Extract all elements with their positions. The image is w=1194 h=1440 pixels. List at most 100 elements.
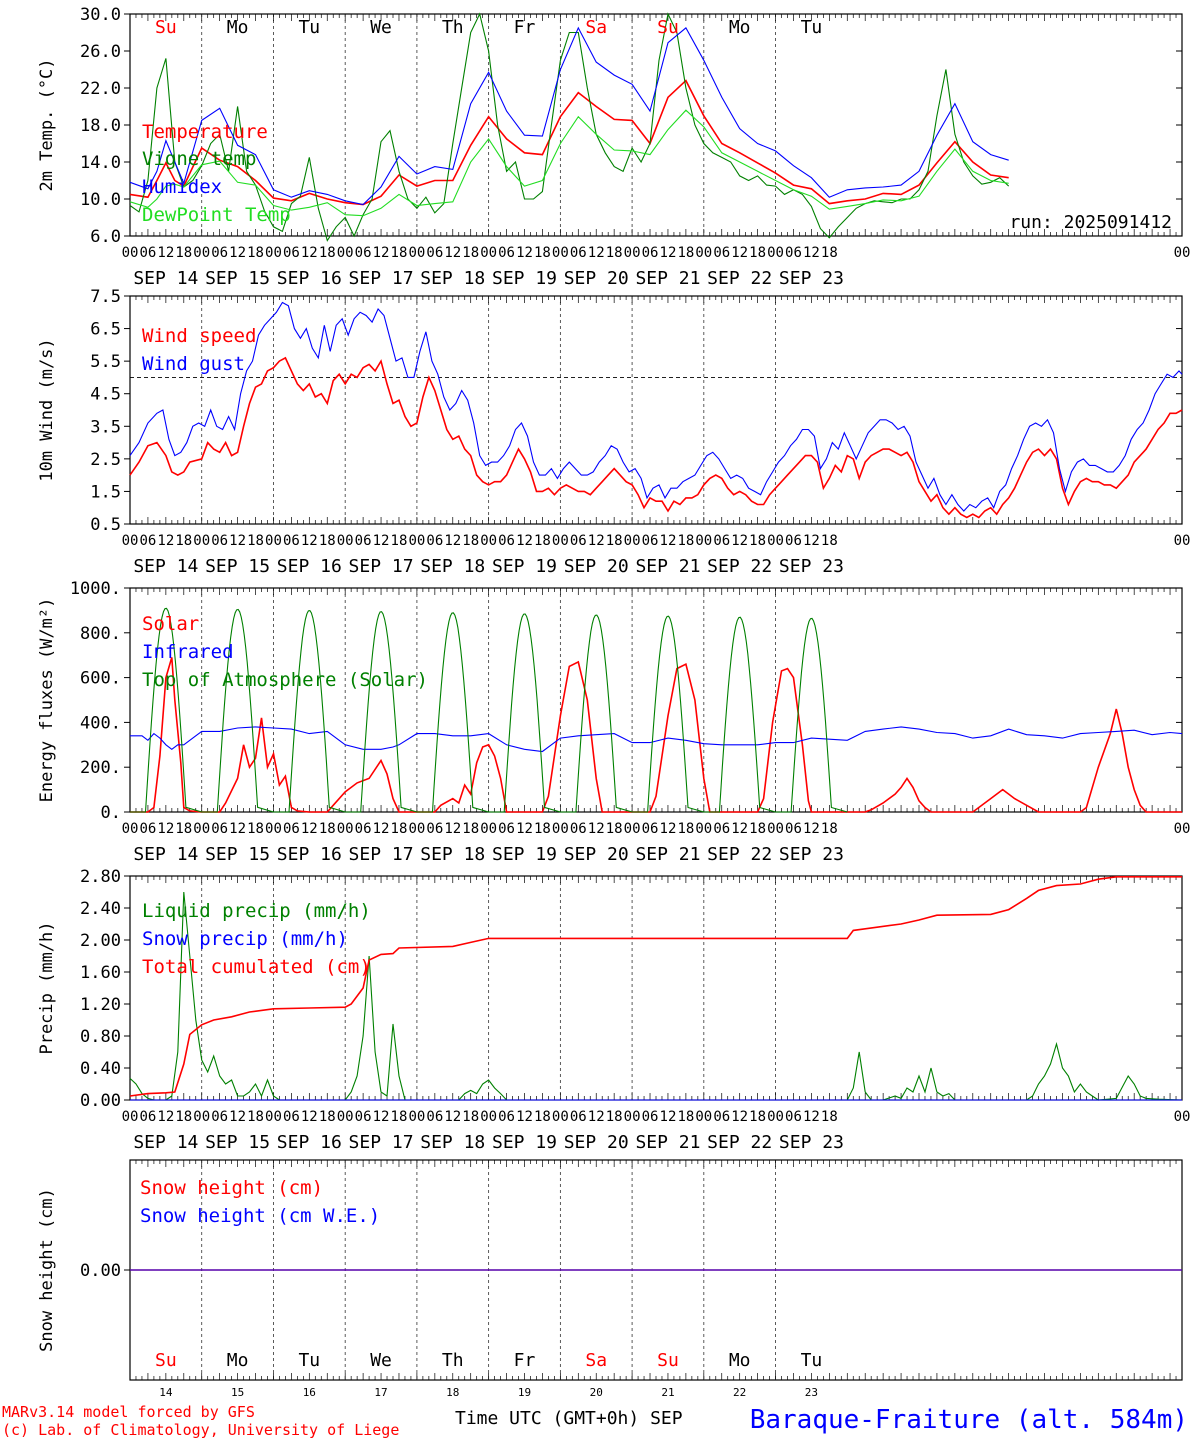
- legend-snow-height-cm-w-e: Snow height (cm W.E.): [140, 1205, 380, 1227]
- y-tick-label: 1.20: [80, 995, 121, 1015]
- hour-tick-label: 12: [731, 1109, 748, 1125]
- date-label: SEP 19: [492, 1132, 557, 1153]
- date-label: SEP 20: [564, 556, 629, 577]
- day-name: Sa: [585, 1350, 607, 1371]
- hour-tick-label: 06: [355, 245, 372, 261]
- hour-tick-label: 12: [660, 821, 677, 837]
- day-number-label: 21: [661, 1386, 674, 1399]
- hour-tick-label: 00: [767, 1109, 784, 1125]
- hour-tick-label: 18: [175, 821, 192, 837]
- day-number-label: 22: [733, 1386, 746, 1399]
- day-number-label: 20: [590, 1386, 603, 1399]
- y-tick-label: 3.5: [90, 417, 121, 437]
- series-top-of-atmosphere-solar: [130, 607, 848, 813]
- hour-tick-label: 06: [642, 821, 659, 837]
- series-humidex: [129, 26, 1009, 206]
- hour-tick-label: 12: [229, 245, 246, 261]
- y-axis-title: Energy fluxes (W/m²): [37, 598, 57, 803]
- series-liquid-precip-mm-h: [129, 891, 1183, 1101]
- hour-tick-label: 18: [175, 533, 192, 549]
- hour-tick-label: 18: [247, 533, 264, 549]
- hour-tick-label: 00: [552, 533, 569, 549]
- hour-tick-label: 12: [157, 821, 174, 837]
- date-label: SEP 21: [635, 268, 700, 289]
- hour-tick-label: 06: [211, 821, 228, 837]
- hour-tick-label: 18: [462, 533, 479, 549]
- hour-tick-label: 12: [373, 245, 390, 261]
- hour-tick-label: 00: [552, 821, 569, 837]
- series-total-cumulated-cm: [129, 876, 1182, 1097]
- y-tick-label: 30.0: [80, 5, 121, 25]
- legend-solar: Solar: [142, 613, 199, 635]
- hour-tick-label: 18: [175, 1109, 192, 1125]
- y-tick-label: 0.00: [80, 1091, 121, 1111]
- date-label: SEP 16: [277, 844, 342, 865]
- date-label: SEP 19: [492, 556, 557, 577]
- hour-tick-label: 18: [749, 533, 766, 549]
- hour-tick-label: 18: [391, 533, 408, 549]
- hour-tick-label: 00: [480, 821, 497, 837]
- series-infrared: [130, 726, 1183, 753]
- hour-tick-label: 06: [140, 1109, 157, 1125]
- panel-5: 0.00 Snow height (cm) Snow height (cm) Snow…: [37, 1159, 1183, 1399]
- hour-tick-label: 06: [713, 533, 730, 549]
- date-label: SEP 15: [205, 1132, 270, 1153]
- date-label: SEP 23: [779, 844, 844, 865]
- date-label: SEP 17: [349, 268, 414, 289]
- date-label: SEP 14: [133, 268, 198, 289]
- legend-liquid-precip-mm-h: Liquid precip (mm/h): [142, 900, 371, 922]
- hour-tick-label: 12: [157, 533, 174, 549]
- hour-tick-label: 00: [337, 821, 354, 837]
- hour-tick-label: 00: [408, 1109, 425, 1125]
- legend-temperature: Temperature: [142, 121, 268, 143]
- series-solar: [130, 657, 1182, 813]
- station-name: Baraque-Fraiture (alt. 584m): [750, 1405, 1188, 1435]
- y-tick-label: 5.5: [90, 352, 121, 372]
- y-tick-label: 18.0: [80, 116, 121, 136]
- hour-tick-label: 12: [588, 533, 605, 549]
- day-name: Th: [442, 17, 464, 38]
- hour-tick-label: 00: [122, 533, 139, 549]
- y-tick-label: 0.5: [90, 515, 121, 535]
- day-name: Fr: [514, 17, 536, 38]
- day-name: Mo: [729, 1350, 751, 1371]
- y-tick-label: 1.5: [90, 482, 121, 502]
- y-tick-label: 1.60: [80, 963, 121, 983]
- footer-time-axis-label: Time UTC (GMT+0h) SEP: [455, 1408, 683, 1429]
- y-tick-label: 0.40: [80, 1059, 121, 1079]
- hour-tick-label: 00: [624, 245, 641, 261]
- hour-tick-label: 06: [642, 245, 659, 261]
- hour-tick-label: 00: [122, 821, 139, 837]
- hour-tick-label: 12: [444, 1109, 461, 1125]
- hour-tick-label: 12: [516, 1109, 533, 1125]
- hour-tick-label: 12: [301, 245, 318, 261]
- series-vigne-temp: [129, 12, 1010, 242]
- hour-tick-label: 06: [785, 821, 802, 837]
- panel-1: 30.0 26.0 22.0 18.0 14.0 10.0 6.0 2m Temp. (°C)…: [37, 5, 1190, 289]
- y-tick-label: 2.40: [80, 899, 121, 919]
- hour-tick-label: 00: [337, 1109, 354, 1125]
- day-name: Mo: [227, 1350, 249, 1371]
- hour-tick-label: 00: [624, 533, 641, 549]
- hour-tick-label: 18: [821, 1109, 838, 1125]
- legend-wind-speed: Wind speed: [142, 325, 256, 347]
- date-label: SEP 15: [205, 268, 270, 289]
- day-name: Tu: [801, 1350, 823, 1371]
- hour-tick-label: 12: [229, 533, 246, 549]
- y-axis-title: Precip (mm/h): [37, 921, 57, 1054]
- hour-tick-label: 06: [211, 533, 228, 549]
- legend-snow-height-cm: Snow height (cm): [140, 1177, 323, 1199]
- hour-tick-label: 00: [552, 245, 569, 261]
- y-tick-label: 6.5: [90, 320, 121, 340]
- hour-tick-label: 00: [337, 245, 354, 261]
- hour-tick-label: 00: [122, 1109, 139, 1125]
- y-tick-label: 26.0: [80, 42, 121, 62]
- hour-tick-label: 00: [408, 245, 425, 261]
- y-tick-label: 400.: [80, 713, 121, 733]
- day-name: Tu: [298, 17, 320, 38]
- hour-tick-label: 00: [265, 245, 282, 261]
- date-label: SEP 20: [564, 844, 629, 865]
- date-label: SEP 23: [779, 268, 844, 289]
- hour-tick-label: 18: [319, 533, 336, 549]
- y-axis-title: 10m Wind (m/s): [37, 338, 57, 481]
